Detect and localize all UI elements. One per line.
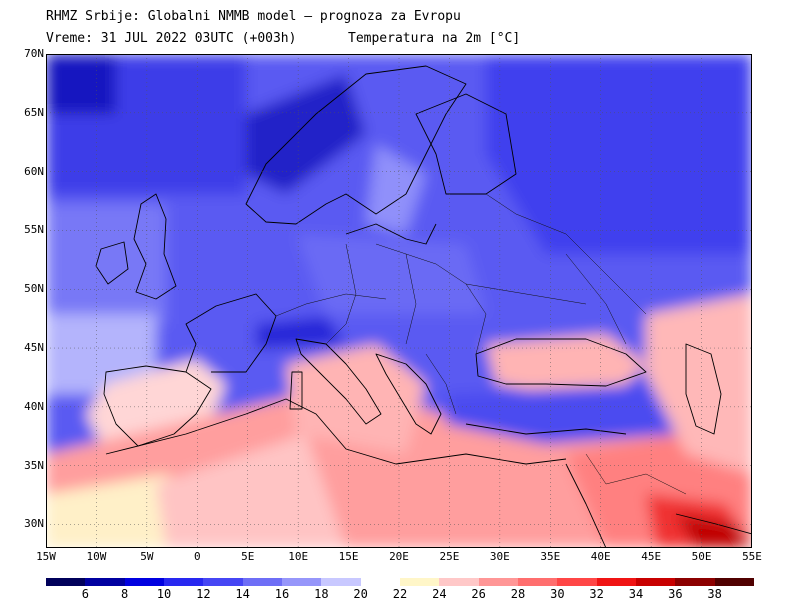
colorbar-label: 34	[628, 587, 644, 601]
lon-label-5W: 5W	[140, 550, 154, 563]
lon-label-5E: 5E	[241, 550, 255, 563]
colorbar-label: 18	[314, 587, 329, 601]
colorbar-swatch	[636, 578, 676, 586]
lon-label-45E: 45E	[641, 550, 662, 563]
header-forecast-time: Vreme: 31 JUL 2022 03UTC (+003h)	[46, 31, 297, 46]
lon-label-10W: 10W	[86, 550, 107, 563]
lat-label-45N: 45N	[24, 341, 44, 355]
colorbar-swatch	[714, 578, 755, 586]
lat-label-70N: 70N	[24, 47, 44, 60]
colorbar-swatch	[518, 578, 558, 586]
country-borders	[275, 193, 687, 495]
lon-label-30E: 30E	[489, 550, 510, 563]
colorbar-label: 24	[432, 587, 447, 601]
coastlines	[95, 65, 752, 548]
header-title: RHMZ Srbije: Globalni NMMB model — progn…	[46, 9, 461, 24]
colorbar-label: 30	[550, 587, 565, 601]
colorbar-swatch	[124, 578, 165, 586]
colorbar-swatch	[596, 578, 637, 586]
lat-label-60N: 60N	[24, 164, 44, 178]
colorbar-swatch	[478, 578, 519, 586]
lon-label-15E: 15E	[338, 550, 359, 563]
colorbar-label: 12	[196, 587, 211, 601]
lon-label-20E: 20E	[389, 550, 409, 563]
lon-label-15W: 15W	[36, 550, 56, 563]
colorbar-label: 20	[353, 587, 368, 601]
colorbar-swatch	[360, 578, 401, 586]
colorbar-label: 38	[707, 587, 722, 601]
lon-label-25E: 25E	[439, 550, 460, 563]
colorbar-label: 28	[510, 587, 526, 601]
lon-label-10E: 10E	[288, 550, 309, 563]
colorbar-swatch	[439, 578, 480, 586]
colorbar-label: 32	[589, 587, 604, 601]
lat-label-50N: 50N	[24, 282, 44, 296]
lat-label-30N: 30N	[24, 517, 44, 531]
colorbar-label: 8	[121, 587, 129, 601]
lon-label-0: 0	[193, 550, 201, 563]
colorbar-swatch	[85, 578, 126, 586]
lon-label-55E: 55E	[742, 550, 762, 563]
colorbar-swatch	[675, 578, 716, 586]
lon-label-35E: 35E	[540, 550, 561, 563]
temperature-map	[46, 54, 752, 548]
colorbar-label: 14	[235, 587, 250, 601]
lat-label-40N: 40N	[24, 399, 44, 413]
colorbar-swatch	[242, 578, 283, 586]
lon-label-40E: 40E	[590, 550, 611, 563]
colorbar-swatch	[46, 578, 86, 586]
colorbar-label: 16	[274, 587, 290, 601]
colorbar-swatch	[400, 578, 440, 586]
colorbar-swatch	[164, 578, 204, 586]
colorbar-swatch	[203, 578, 244, 586]
colorbar-label: 6	[81, 587, 89, 601]
lat-lon-grid	[46, 54, 752, 548]
header-variable: Temperatura na 2m [°C]	[348, 31, 521, 46]
colorbar-label: 10	[156, 587, 172, 601]
colorbar-label: 26	[471, 587, 486, 601]
lat-label-35N: 35N	[24, 458, 44, 472]
lat-label-55N: 55N	[24, 223, 44, 237]
temperature-colorbar	[46, 578, 755, 586]
lat-label-65N: 65N	[24, 105, 44, 119]
colorbar-label: 36	[668, 587, 683, 601]
colorbar-swatch	[282, 578, 322, 586]
colorbar-label: 22	[392, 587, 408, 601]
temperature-field	[46, 54, 752, 548]
colorbar-swatch	[557, 578, 598, 586]
lon-label-50E: 50E	[691, 550, 712, 563]
colorbar-swatch	[321, 578, 362, 586]
